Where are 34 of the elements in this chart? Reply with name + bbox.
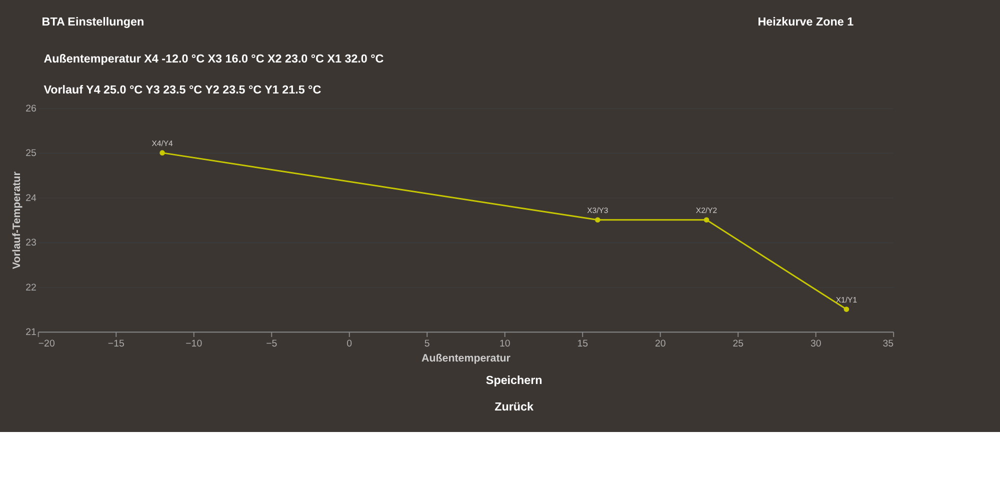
- annotation: X1/Y1: [836, 295, 858, 304]
- y-tick-label: 22: [26, 282, 36, 294]
- text: Vorlauf Y4 25.0 °C Y3 23.5 °C Y2 23.5 °C Y1 21.5 °C: [44, 84, 322, 97]
- x-tick-label: 25: [732, 338, 744, 350]
- text: Speichern: [486, 374, 542, 387]
- x-tick-label: 30: [810, 338, 822, 350]
- text: Zurück: [494, 400, 534, 414]
- x-tick-label: 35: [882, 338, 894, 350]
- x-tick-label: −10: [186, 338, 203, 350]
- y-tick-label: 26: [26, 104, 36, 115]
- y-axis-title: Vorlauf-Temperatur: [10, 172, 23, 270]
- point: [844, 306, 850, 312]
- y-tick-label: 21: [26, 327, 36, 338]
- x-tick-label: −20: [38, 338, 56, 350]
- y-tick-label: 24: [26, 192, 38, 204]
- x-tick-label: −15: [108, 338, 124, 350]
- text: BTA Einstellungen: [42, 16, 144, 29]
- point: [704, 217, 710, 223]
- annotation: X4/Y4: [152, 139, 174, 148]
- x-tick-label: 15: [577, 338, 588, 350]
- annotation: X2/Y2: [696, 206, 718, 216]
- x-tick-label: −5: [266, 338, 278, 350]
- x-tick-label: 20: [654, 338, 666, 350]
- point: [595, 217, 600, 223]
- y-tick-label: 23: [26, 238, 36, 249]
- text: Außentemperatur X4 -12.0 °C X3 16.0 °C X2 23.0 °C X1 32.0 °C: [44, 52, 384, 66]
- x-axis-title: Außentemperatur: [422, 352, 510, 364]
- y-tick-label: 25: [26, 148, 36, 160]
- chart-title: Heizkurve Zone 1: [758, 16, 854, 29]
- x-tick-label: 5: [424, 338, 430, 350]
- x-tick-label: 10: [499, 338, 511, 350]
- point: [160, 150, 165, 156]
- annotation: X3/Y3: [587, 206, 608, 216]
- x-tick-label: 0: [346, 338, 353, 350]
